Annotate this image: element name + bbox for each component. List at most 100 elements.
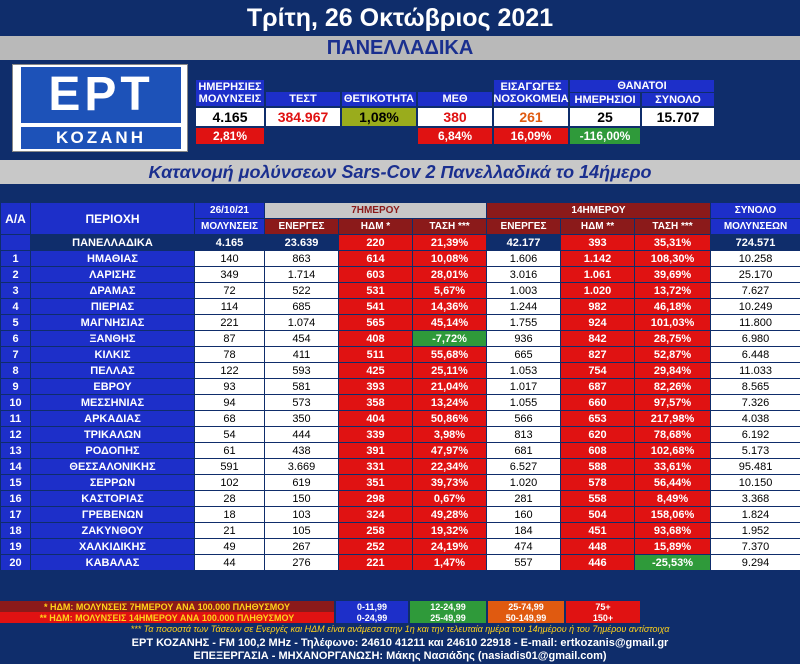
row-active14: 1.017	[486, 378, 561, 395]
row-hdm14: 924	[560, 314, 635, 331]
row-hdm14: 660	[560, 394, 635, 411]
row-trend14: 82,26%	[633, 378, 712, 395]
row-hdm14: 504	[560, 506, 635, 523]
row-active14: 566	[486, 410, 561, 427]
row-region: ΣΕΡΡΩΝ	[30, 474, 195, 491]
national-hdm14: 393	[560, 234, 635, 251]
row-hdm14: 558	[560, 490, 635, 507]
kozani-logo-text: ΚΟΖΑΝΗ	[21, 127, 181, 149]
legend-r7-0: 0-11,99	[336, 601, 408, 612]
table-row: 11 ΑΡΚΑΔΙΑΣ 68 350 404 50,86% 566 653 217,98% 4.0…	[0, 410, 800, 427]
row-region: ΜΕΣΣΗΝΙΑΣ	[30, 394, 195, 411]
row-region: ΓΡΕΒΕΝΩΝ	[30, 506, 195, 523]
row-hdm7: 339	[338, 426, 413, 443]
row-region: ΑΡΚΑΔΙΑΣ	[30, 410, 195, 427]
table-row: 9 ΕΒΡΟΥ 93 581 393 21,04% 1.017 687 82,26% 8.565	[0, 378, 800, 395]
row-active7: 593	[264, 362, 339, 379]
row-number: 20	[0, 554, 31, 571]
row-active7: 3.669	[264, 458, 339, 475]
table-row: 16 ΚΑΣΤΟΡΙΑΣ 28 150 298 0,67% 281 558 8,49% 3.368	[0, 490, 800, 507]
row-hdm7: 541	[338, 298, 413, 315]
row-trend14: -25,53%	[633, 554, 712, 571]
row-hdm14: 653	[560, 410, 635, 427]
table-row: 3 ΔΡΑΜΑΣ 72 522 531 5,67% 1.003 1.020 13,72% 7.62…	[0, 282, 800, 299]
row-region: ΞΑΝΘΗΣ	[30, 330, 195, 347]
row-active14: 1.053	[486, 362, 561, 379]
row-trend14: 39,69%	[633, 266, 712, 283]
row-hdm7: 603	[338, 266, 413, 283]
daily-label: ΗΜΕΡΗΣΙΕΣ ΜΟΛΥΝΣΕΙΣ	[196, 80, 264, 106]
row-number: 5	[0, 314, 31, 331]
row-total: 6.980	[710, 330, 800, 347]
legend-r7-3: 75+	[566, 601, 640, 612]
row-infections: 221	[194, 314, 265, 331]
row-total: 11.800	[710, 314, 800, 331]
row-region: ΗΜΑΘΙΑΣ	[30, 250, 195, 267]
row-number: 9	[0, 378, 31, 395]
row-hdm14: 620	[560, 426, 635, 443]
row-trend14: 78,68%	[633, 426, 712, 443]
row-infections: 93	[194, 378, 265, 395]
row-trend14: 29,84%	[633, 362, 712, 379]
row-active7: 350	[264, 410, 339, 427]
active14-header: ΕΝΕΡΓΕΣ	[486, 218, 561, 235]
row-number: 13	[0, 442, 31, 459]
row-trend7: 1,47%	[412, 554, 487, 571]
row-trend7: 21,04%	[412, 378, 487, 395]
row-region: ΚΑΒΑΛΑΣ	[30, 554, 195, 571]
icu-value: 380	[418, 108, 492, 126]
row-region: ΠΙΕΡΙΑΣ	[30, 298, 195, 315]
region-header: ΠΕΡΙΟΧΗ	[30, 202, 195, 235]
row-trend7: 49,28%	[412, 506, 487, 523]
row-total: 11.033	[710, 362, 800, 379]
infections-header: ΜΟΛΥΝΣΕΙΣ	[194, 218, 265, 235]
row-active7: 863	[264, 250, 339, 267]
national-trend7: 21,39%	[412, 234, 487, 251]
row-number: 4	[0, 298, 31, 315]
row-active7: 619	[264, 474, 339, 491]
row-active14: 184	[486, 522, 561, 539]
row-active7: 103	[264, 506, 339, 523]
row-hdm14: 842	[560, 330, 635, 347]
row-active14: 1.055	[486, 394, 561, 411]
deaths-daily-value: 25	[570, 108, 640, 126]
row-active14: 3.016	[486, 266, 561, 283]
footer-credits: ΕΠΕΞΕΡΓΑΣΙΑ - ΜΗΧΑΝΟΡΓΑΝΩΣΗ: Μάκης Νασιά…	[193, 650, 607, 662]
row-hdm7: 358	[338, 394, 413, 411]
row-total: 7.627	[710, 282, 800, 299]
row-hdm14: 608	[560, 442, 635, 459]
row-infections: 21	[194, 522, 265, 539]
row-active7: 581	[264, 378, 339, 395]
row-number: 17	[0, 506, 31, 523]
row-trend7: 55,68%	[412, 346, 487, 363]
ert-logo-text: ΕΡΤ	[21, 67, 181, 123]
row-total: 1.952	[710, 522, 800, 539]
row-hdm7: 351	[338, 474, 413, 491]
row-number: 18	[0, 522, 31, 539]
row-active14: 1.244	[486, 298, 561, 315]
date-header: Τρίτη, 26 Οκτώβριος 2021	[0, 0, 800, 36]
trend-note: *** Τα ποσοστά των Τάσεων σε Ενεργές και…	[130, 624, 670, 634]
legend-note-14: ** ΗΔΜ: ΜΟΛΥΝΣΕΙΣ 14ΗΜΕΡΟΥ ΑΝΑ 100.000 Π…	[0, 612, 334, 623]
row-hdm7: 531	[338, 282, 413, 299]
positivity-label: ΘΕΤΙΚΟΤΗΤΑ	[342, 92, 416, 106]
row-region: ΔΡΑΜΑΣ	[30, 282, 195, 299]
table-title: Κατανομή μολύνσεων Sars-Cov 2 Πανελλαδικ…	[0, 160, 800, 184]
row-hdm7: 324	[338, 506, 413, 523]
row-active7: 573	[264, 394, 339, 411]
row-total: 5.173	[710, 442, 800, 459]
ert-logo: ΕΡΤ ΚΟΖΑΝΗ	[12, 64, 188, 152]
row-hdm7: 511	[338, 346, 413, 363]
row-hdm7: 614	[338, 250, 413, 267]
table-row: 6 ΞΑΝΘΗΣ 87 454 408 -7,72% 936 842 28,75% 6.980	[0, 330, 800, 347]
icu-label: ΜΕΘ	[418, 92, 492, 106]
row-active14: 474	[486, 538, 561, 555]
row-trend14: 108,30%	[633, 250, 712, 267]
row-trend14: 13,72%	[633, 282, 712, 299]
row-number: 15	[0, 474, 31, 491]
row-number: 16	[0, 490, 31, 507]
row-active14: 1.755	[486, 314, 561, 331]
row-active7: 150	[264, 490, 339, 507]
legend-r7-1: 12-24,99	[410, 601, 486, 612]
legend-r14-0: 0-24,99	[336, 612, 408, 623]
